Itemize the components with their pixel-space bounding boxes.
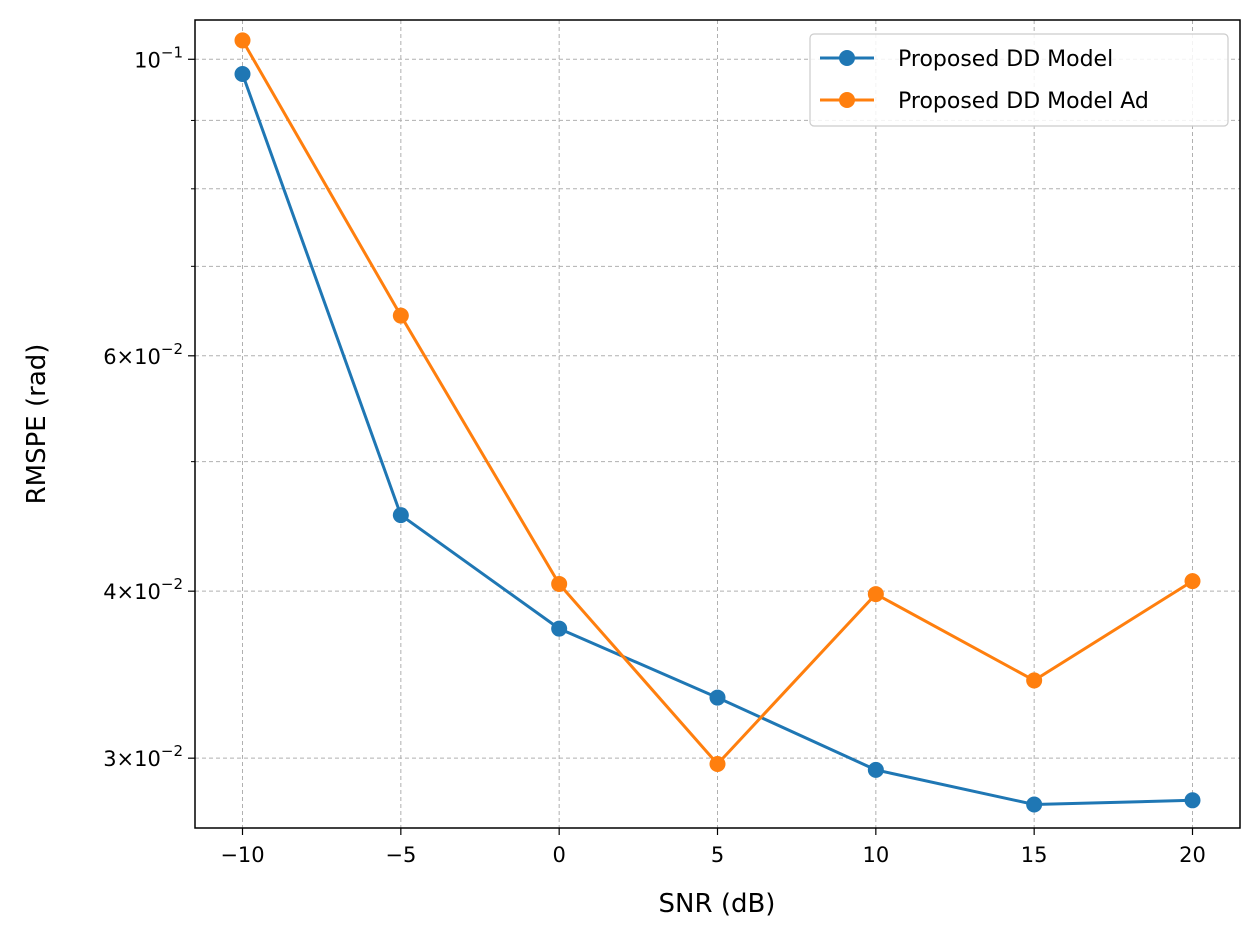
series-2-point (709, 756, 726, 773)
x-axis-label: SNR (dB) (659, 889, 776, 919)
x-tick-label: −10 (220, 843, 264, 867)
series-2-point (867, 586, 884, 603)
x-tick-label: −5 (385, 843, 416, 867)
series-1-point (709, 689, 726, 706)
y-tick-label-exponent: −1 (161, 43, 183, 61)
series-2-point (234, 32, 251, 49)
x-tick-label: 10 (862, 843, 889, 867)
y-tick-label-exponent: −2 (161, 575, 183, 593)
series-1-point (867, 761, 884, 778)
legend-marker-2 (839, 92, 855, 108)
y-tick-label-exponent: −2 (161, 340, 183, 358)
series-layer (234, 32, 1201, 813)
series-2-point (392, 307, 409, 324)
y-tick-label-base: 4×10 (103, 580, 161, 604)
y-tick-label-base: 10 (134, 48, 161, 72)
y-tick-label: 10−1 (134, 43, 183, 72)
x-tick-label: 5 (711, 843, 724, 867)
series-1-point (392, 507, 409, 524)
x-tick-label: 20 (1179, 843, 1206, 867)
series-1-point (551, 620, 568, 637)
y-axis-label: RMSPE (rad) (22, 344, 52, 505)
y-tick-label: 3×10−2 (103, 742, 183, 771)
grid-lines (195, 20, 1240, 828)
legend-label-1: Proposed DD Model (898, 47, 1113, 72)
legend-label-2: Proposed DD Model Ad (898, 89, 1149, 114)
series-1-point (1026, 796, 1043, 813)
series-2-point (1184, 573, 1201, 590)
series-2-point (1026, 672, 1043, 689)
series-1-point (234, 65, 251, 82)
x-tick-label: 0 (552, 843, 565, 867)
legend-box (809, 33, 1229, 127)
x-tick-label: 15 (1021, 843, 1048, 867)
legend-marker-1 (839, 50, 855, 66)
legend: Proposed DD Model Proposed DD Model Ad (809, 33, 1229, 127)
y-tick-label: 6×10−2 (103, 340, 183, 369)
series-2-point (551, 575, 568, 592)
y-tick-label-exponent: −2 (161, 742, 183, 760)
y-tick-label-base: 3×10 (103, 747, 161, 771)
y-tick-label-base: 6×10 (103, 345, 161, 369)
y-tick-label: 4×10−2 (103, 575, 183, 604)
series-1-point (1184, 792, 1201, 809)
